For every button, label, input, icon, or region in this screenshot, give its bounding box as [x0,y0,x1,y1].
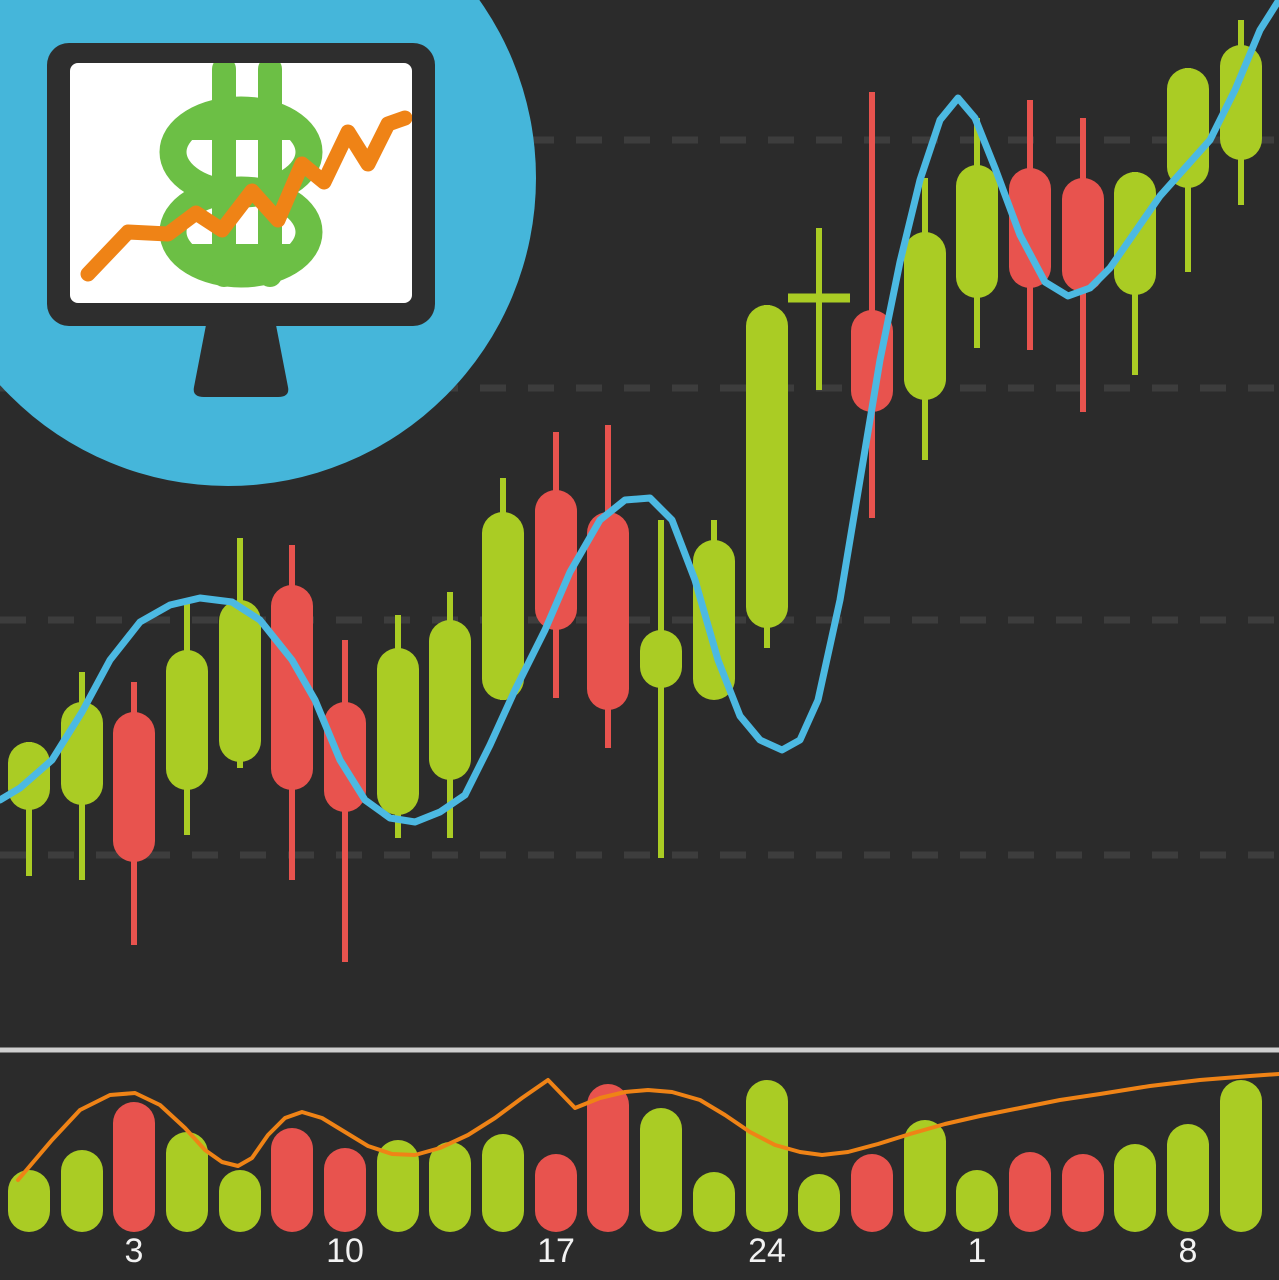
candlestick [1009,100,1051,350]
volume-bar [798,1174,840,1232]
volume-bar [1009,1152,1051,1232]
volume-bar [1220,1080,1262,1232]
x-axis-label: 1 [968,1232,987,1270]
x-axis-tick-labels: 3 10 17 24 1 8 [125,1232,1198,1270]
candlestick [113,682,155,945]
x-axis-label: 3 [125,1232,144,1270]
candlestick [956,118,998,348]
candlestick [788,228,850,390]
volume-bar [324,1148,366,1232]
candlestick [1220,20,1262,205]
candle-body [956,165,998,298]
candle-body [1009,168,1051,288]
candlestick [219,538,261,768]
candlestick [587,425,629,748]
volume-bar [429,1142,471,1232]
x-axis-label: 17 [537,1232,575,1270]
volume-bar [1114,1144,1156,1232]
candle-body [113,712,155,862]
candlestick [166,600,208,835]
volume-bar [377,1140,419,1232]
volume-bar [535,1154,577,1232]
candle-body [377,648,419,815]
x-axis-label: 24 [748,1232,786,1270]
x-axis-label: 8 [1179,1232,1198,1270]
candlestick [429,592,471,838]
moving-average-line [0,0,1279,826]
x-axis-label: 10 [326,1232,364,1270]
candle-body [219,600,261,762]
volume-bar [851,1154,893,1232]
candlestick [746,305,788,648]
volume-bar [1167,1124,1209,1232]
volume-bar [693,1172,735,1232]
candle-body [904,232,946,400]
volume-bar [61,1150,103,1232]
volume-bar [904,1120,946,1232]
volume-series [0,1080,1279,1280]
candle-body [166,650,208,790]
volume-bar [271,1128,313,1232]
candle-body [1220,45,1262,160]
candle-body [429,620,471,780]
monitor-badge [0,0,536,486]
volume-bar [219,1170,261,1232]
candlestick [535,432,577,698]
candle-body [535,490,577,630]
monitor-stand-icon [193,325,289,397]
candlestick [640,520,682,858]
volume-bar [746,1080,788,1232]
candle-body [746,305,788,628]
candle-body [271,585,313,790]
candle-body [1167,68,1209,188]
candlestick [271,545,313,880]
volume-bar [482,1134,524,1232]
volume-bar [8,1170,50,1232]
candlestick [1062,118,1104,412]
volume-trend-line [16,1072,1279,1182]
volume-bar [640,1108,682,1232]
volume-bar [587,1084,629,1232]
candlestick [377,615,419,838]
candle-body [693,540,735,700]
uptrend-arrow-icon [80,110,412,282]
candle-body [482,512,524,700]
volume-baseline-mask [0,1232,1279,1280]
volume-bar [956,1170,998,1232]
volume-bar [1062,1154,1104,1232]
candlestick [904,178,946,460]
volume-bar [166,1132,208,1232]
candle-body [1062,178,1104,292]
candlestick [693,520,735,700]
candlestick [482,478,524,700]
volume-bar [113,1102,155,1232]
candle-body [587,512,629,710]
candle-body [640,630,682,688]
